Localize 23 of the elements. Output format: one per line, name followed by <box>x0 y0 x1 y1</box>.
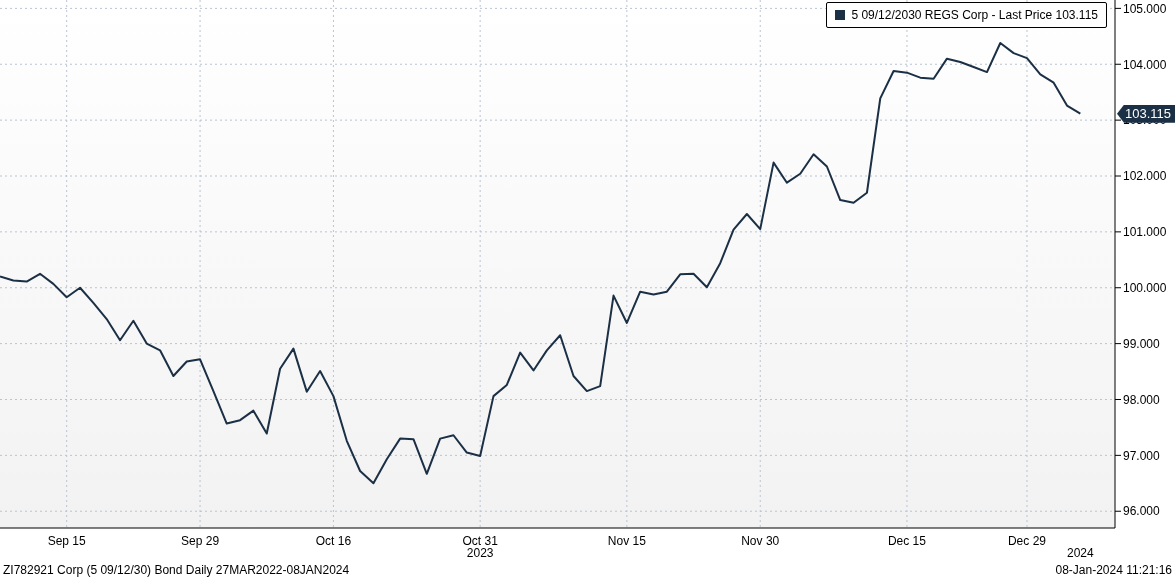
x-tick-label: Sep 15 <box>47 533 87 548</box>
y-tick-label: 97.000 <box>1123 448 1161 463</box>
x-tick-label: Nov 30 <box>741 533 780 548</box>
text: 2023 <box>465 546 495 560</box>
y-tick-label: 100.000 <box>1123 281 1167 296</box>
y-tick-label: 99.000 <box>1123 336 1161 351</box>
line-series <box>0 42 1082 485</box>
y-tick-label: 98.000 <box>1123 392 1161 407</box>
x-tick-label: Oct 16 <box>315 533 352 548</box>
x-tick-label: Nov 15 <box>607 533 647 548</box>
y-tick-label: 104.000 <box>1123 57 1167 72</box>
text: ZI782921 Corp (5 09/12/30) Bond Daily 27MAR2022-08JAN2024 <box>3 563 350 577</box>
y-tick-label: 105.000 <box>1123 1 1167 16</box>
x-tick-label: Dec 15 <box>887 533 927 548</box>
legend-label: 5 09/12/2030 REGS Corp - Last Price 103.115 <box>851 8 1098 22</box>
y-tick-label: 101.000 <box>1123 225 1167 240</box>
x-tick-label: Dec 29 <box>1007 533 1047 548</box>
x-tick-label: Sep 29 <box>181 533 220 548</box>
y-tick-label: 102.000 <box>1123 169 1167 184</box>
text: 2024 <box>1065 546 1095 560</box>
y-tick-label: 96.000 <box>1123 504 1161 519</box>
text: 08-Jan-2024 11:21:16 <box>1055 563 1172 577</box>
x-tick-label: Oct 31 <box>462 533 499 548</box>
